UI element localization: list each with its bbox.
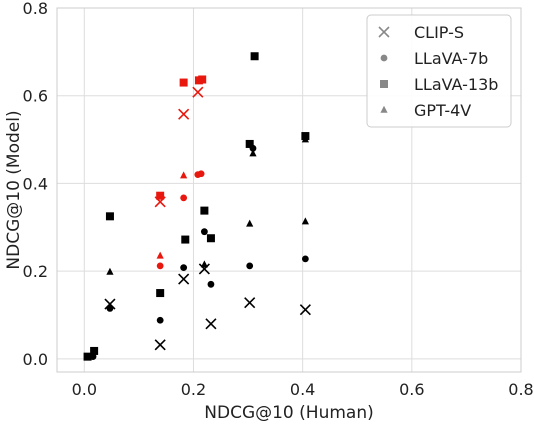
llava-13b-point — [206, 234, 215, 243]
legend: CLIP-S LLaVA-7b LLaVA-13b GPT-4V — [366, 14, 512, 128]
y-axis-label: NDCG@10 (Model) — [4, 110, 24, 269]
gpt-4v-point — [249, 149, 257, 157]
legend-label: LLaVA-13b — [414, 75, 498, 94]
gpt-4v-point — [156, 251, 164, 259]
llava-7b-point — [180, 194, 188, 202]
legend-label: LLaVA-7b — [414, 49, 488, 68]
y-axis-ticks: 0.0 0.2 0.4 0.6 0.8 — [23, 0, 48, 369]
llava-7b-point — [246, 262, 254, 270]
clip-s-point — [178, 108, 190, 120]
x-tick-label: 0.0 — [72, 380, 97, 399]
gpt-4v-point — [246, 219, 254, 227]
llava-13b-point — [179, 78, 188, 87]
clip-s-point — [104, 298, 116, 310]
llava-7b-point — [200, 228, 208, 236]
gpt-4v-point — [301, 135, 309, 143]
data-points — [83, 52, 311, 361]
x-axis-ticks: 0.0 0.2 0.4 0.6 0.8 — [72, 380, 534, 399]
llava-7b-point — [180, 264, 188, 272]
gpt-4v-point — [180, 171, 188, 179]
llava-7b-point — [301, 255, 309, 263]
clip-s-point — [192, 86, 204, 98]
y-tick-label: 0.8 — [23, 0, 48, 18]
legend-label: CLIP-S — [414, 23, 464, 42]
y-tick-label: 0.6 — [23, 87, 48, 106]
x-axis-label: NDCG@10 (Human) — [204, 403, 373, 423]
llava-7b-point — [106, 305, 114, 312]
clip-s-point — [205, 318, 217, 330]
legend-box — [366, 14, 512, 128]
x-tick-label: 0.4 — [290, 380, 315, 399]
llava-13b-point — [250, 52, 259, 61]
clip-s-point — [154, 339, 166, 351]
legend-marker — [378, 26, 390, 38]
clip-s-point — [178, 273, 190, 285]
legend-marker — [380, 105, 388, 113]
y-tick-label: 0.2 — [23, 262, 48, 281]
llava-7b-point — [156, 262, 164, 270]
plot-frame — [56, 7, 522, 373]
y-tick-label: 0.0 — [23, 350, 48, 369]
llava-13b-point — [83, 352, 92, 361]
llava-7b-point — [207, 280, 215, 288]
llava-13b-point — [245, 139, 254, 148]
x-tick-label: 0.2 — [181, 380, 206, 399]
llava-7b-point — [197, 170, 205, 178]
x-tick-label: 0.6 — [399, 380, 424, 399]
gpt-4v-point — [106, 267, 114, 275]
llava-13b-point — [200, 206, 209, 215]
llava-13b-point — [156, 191, 165, 200]
y-tick-label: 0.4 — [23, 174, 48, 193]
clip-s-point — [244, 297, 256, 309]
llava-13b-point — [156, 289, 165, 298]
clip-s-point — [299, 304, 311, 316]
llava-13b-point — [105, 212, 114, 221]
llava-7b-point — [156, 316, 164, 324]
llava-13b-point — [198, 75, 207, 84]
llava-13b-point — [181, 235, 190, 244]
x-tick-label: 0.8 — [508, 380, 533, 399]
gpt-4v-point — [301, 217, 309, 225]
legend-marker — [380, 80, 388, 88]
legend-label: GPT-4V — [414, 101, 471, 120]
gpt-4v-point — [200, 260, 208, 268]
clip-s-point — [198, 263, 210, 275]
legend-marker — [380, 54, 388, 62]
llava-13b-point — [90, 346, 99, 355]
